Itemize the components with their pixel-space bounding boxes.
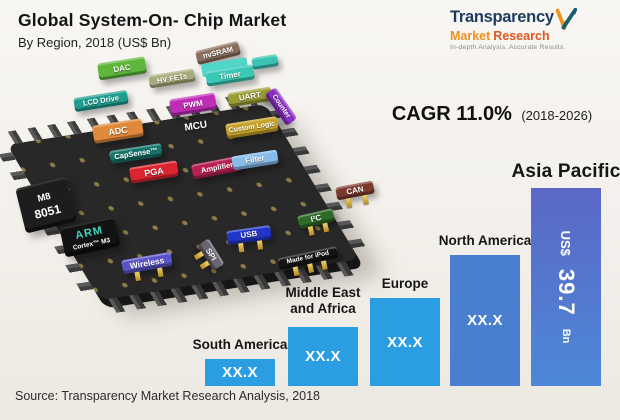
bar-asia-pacific: US$ 39.7 Bn (531, 188, 601, 386)
logo-market: Market (450, 29, 491, 43)
bar-label-europe: Europe (381, 276, 429, 291)
page-subtitle: By Region, 2018 (US$ Bn) (18, 35, 172, 50)
logo-tagline: In-depth Analysis. Accurate Results. (450, 44, 566, 51)
value-currency: US$ (558, 230, 574, 256)
logo-name: Transparency (450, 8, 554, 26)
logo-subname: Market Research (450, 29, 608, 43)
bar-value-asia-pacific: US$ 39.7 Bn (553, 192, 579, 382)
bar-value: XX.X (467, 312, 503, 329)
bar-label-south-america: South America (192, 337, 288, 352)
bar-label-asia-pacific: Asia Pacific (511, 161, 620, 182)
bar-europe: XX.X (370, 298, 440, 386)
bar-value: XX.X (305, 348, 341, 365)
logo-check-icon (555, 8, 577, 30)
source-note: Source: Transparency Market Research Ana… (15, 389, 321, 403)
bar-value: XX.X (387, 333, 423, 351)
header: Global System-On- Chip Market By Region,… (18, 10, 286, 50)
cagr-value: CAGR 11.0% (391, 103, 512, 125)
bar-value: XX.X (222, 364, 258, 381)
bar-north-america: XX.X (450, 255, 520, 386)
tmr-logo: Transparency Market Research In-depth Ana… (450, 8, 608, 51)
bar-label-middle-east-and-africa: Middle East and Africa (285, 285, 361, 317)
logo-research: Research (493, 29, 550, 43)
bar-middle-east-and-africa: XX.X (288, 327, 358, 386)
logo-row: Transparency (450, 8, 608, 30)
bar-south-america: XX.X (205, 359, 275, 386)
value-number: 39.7 (554, 268, 579, 316)
page-title: Global System-On- Chip Market (18, 10, 287, 30)
bar-label-north-america: North America (438, 233, 532, 248)
cagr-period: (2018-2026) (521, 108, 593, 123)
cagr-callout: CAGR 11.0% (2018-2026) (378, 103, 606, 126)
value-unit: Bn (560, 328, 572, 344)
